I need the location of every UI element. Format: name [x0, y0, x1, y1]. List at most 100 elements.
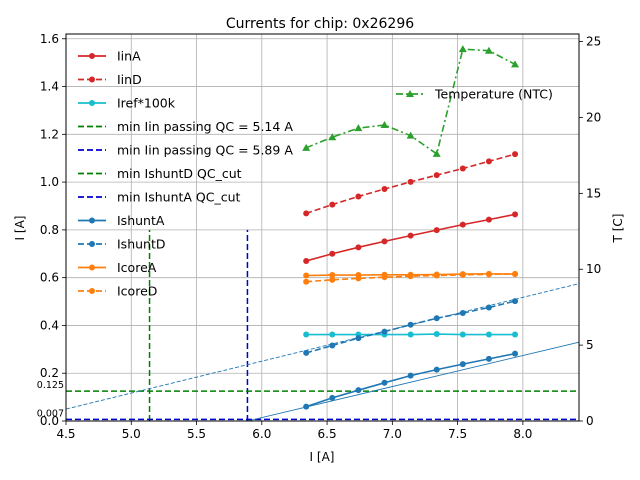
- data-point-iind: [407, 178, 414, 185]
- data-point-iina: [303, 257, 310, 264]
- data-point-iina: [407, 232, 414, 239]
- legend-label: min Iin passing QC = 5.89 A: [117, 143, 293, 158]
- data-point-iref-100k: [485, 331, 492, 338]
- data-point-temperature: [380, 121, 389, 129]
- data-point-ishuntd: [381, 328, 388, 335]
- legend-label: IshuntA: [117, 213, 165, 228]
- legend-marker: [89, 53, 95, 59]
- data-point-temperature: [511, 60, 520, 68]
- x-tick-label: 5.5: [187, 427, 206, 441]
- data-point-iind: [303, 210, 310, 217]
- x-tick-label: 8.0: [513, 427, 532, 441]
- x-tick-label: 4.5: [56, 427, 75, 441]
- data-point-iina: [433, 227, 440, 234]
- legend-label: min IshuntD QC_cut: [117, 166, 242, 181]
- x-tick-label: 7.0: [383, 427, 402, 441]
- y2-axis-label: T [C]: [611, 214, 625, 244]
- data-point-iref-100k: [433, 331, 440, 338]
- data-point-icorea: [303, 272, 310, 279]
- data-point-ishunta: [355, 387, 362, 394]
- data-point-ishunta: [433, 366, 440, 373]
- data-point-iref-100k: [407, 331, 414, 338]
- data-point-icorea: [329, 272, 336, 279]
- data-point-icored: [433, 272, 440, 279]
- data-point-ishunta: [381, 379, 388, 386]
- data-point-ishuntd: [329, 342, 336, 349]
- y-tick-label: 0.8: [40, 223, 59, 237]
- data-point-iref-100k: [459, 331, 466, 338]
- data-point-ishuntd: [433, 315, 440, 322]
- legend-marker-temperature: [406, 90, 414, 97]
- data-point-ishunta: [512, 350, 519, 357]
- data-point-icored: [485, 271, 492, 278]
- legend-label: IshuntD: [117, 237, 166, 252]
- x-tick-label: 6.5: [318, 427, 337, 441]
- data-point-iina: [512, 211, 519, 218]
- data-point-iina: [459, 221, 466, 228]
- data-point-temperature: [484, 46, 493, 54]
- legend: IinA IinD Iref*100k min Iin passing QC = 5.…: [78, 49, 293, 299]
- y2-tick-label: 5: [586, 338, 594, 352]
- data-point-ishuntd: [303, 349, 310, 356]
- legend-marker: [89, 288, 95, 294]
- reference-line-label: 0.125: [37, 380, 64, 391]
- y-tick-label: 0.2: [40, 366, 59, 380]
- fit-line-ishunta: [247, 341, 580, 422]
- legend-label-temperature: Temperature (NTC): [434, 87, 553, 102]
- data-point-icored: [459, 271, 466, 278]
- fit-line-ishuntd: [65, 283, 580, 410]
- legend-marker: [89, 100, 95, 106]
- y2-tick-label: 15: [586, 186, 601, 200]
- x-axis-label: I [A]: [310, 450, 335, 464]
- legend-marker: [89, 217, 95, 224]
- x-tick-label: 5.0: [122, 427, 141, 441]
- plot-area: [65, 45, 580, 422]
- data-point-icored: [329, 276, 336, 283]
- data-point-icored: [303, 278, 310, 285]
- data-point-ishuntd: [512, 298, 519, 305]
- data-point-iina: [381, 238, 388, 245]
- data-point-iina: [329, 250, 336, 257]
- y-tick-label: 1.0: [40, 175, 59, 189]
- plot-frame: [65, 33, 580, 422]
- data-point-ishuntd: [407, 321, 414, 328]
- data-point-iref-100k: [303, 331, 310, 338]
- data-point-ishuntd: [459, 310, 466, 317]
- data-point-icored: [512, 270, 519, 277]
- data-point-iref-100k: [512, 331, 519, 338]
- legend-marker: [89, 241, 95, 247]
- data-point-temperature: [458, 45, 467, 53]
- data-point-icored: [381, 274, 388, 281]
- data-point-iref-100k: [329, 331, 336, 338]
- data-point-iind: [485, 158, 492, 165]
- legend-label: IcoreD: [117, 284, 157, 299]
- data-point-iina: [355, 244, 362, 251]
- y-tick-label: 1.2: [40, 127, 59, 141]
- legend-marker: [89, 76, 95, 83]
- data-point-icored: [407, 273, 414, 280]
- x-tick-label: 7.5: [448, 427, 467, 441]
- data-point-iind: [329, 201, 336, 208]
- legend-label: Iref*100k: [117, 96, 176, 111]
- y2-tick-label: 0: [586, 414, 594, 428]
- data-point-iina: [485, 216, 492, 223]
- chart-title: Currents for chip: 0x26296: [226, 16, 414, 32]
- legend-label: min IshuntA QC_cut: [117, 190, 241, 205]
- data-point-temperature: [354, 124, 363, 132]
- data-point-temperature: [432, 149, 441, 157]
- legend-label: min Iin passing QC = 5.14 A: [117, 119, 293, 134]
- data-point-iind: [459, 165, 466, 172]
- y2-tick-label: 10: [586, 262, 601, 276]
- data-point-ishunta: [459, 361, 466, 368]
- legend-label: IinD: [117, 72, 142, 87]
- data-point-temperature: [328, 133, 337, 141]
- data-point-icored: [355, 275, 362, 282]
- y-tick-label: 0.4: [40, 318, 59, 332]
- data-point-iind: [381, 186, 388, 193]
- y-tick-label: 1.6: [40, 32, 59, 46]
- y-tick-label: 0.0: [40, 414, 59, 428]
- y2-tick-label: 25: [586, 35, 601, 49]
- data-point-iind: [355, 193, 362, 200]
